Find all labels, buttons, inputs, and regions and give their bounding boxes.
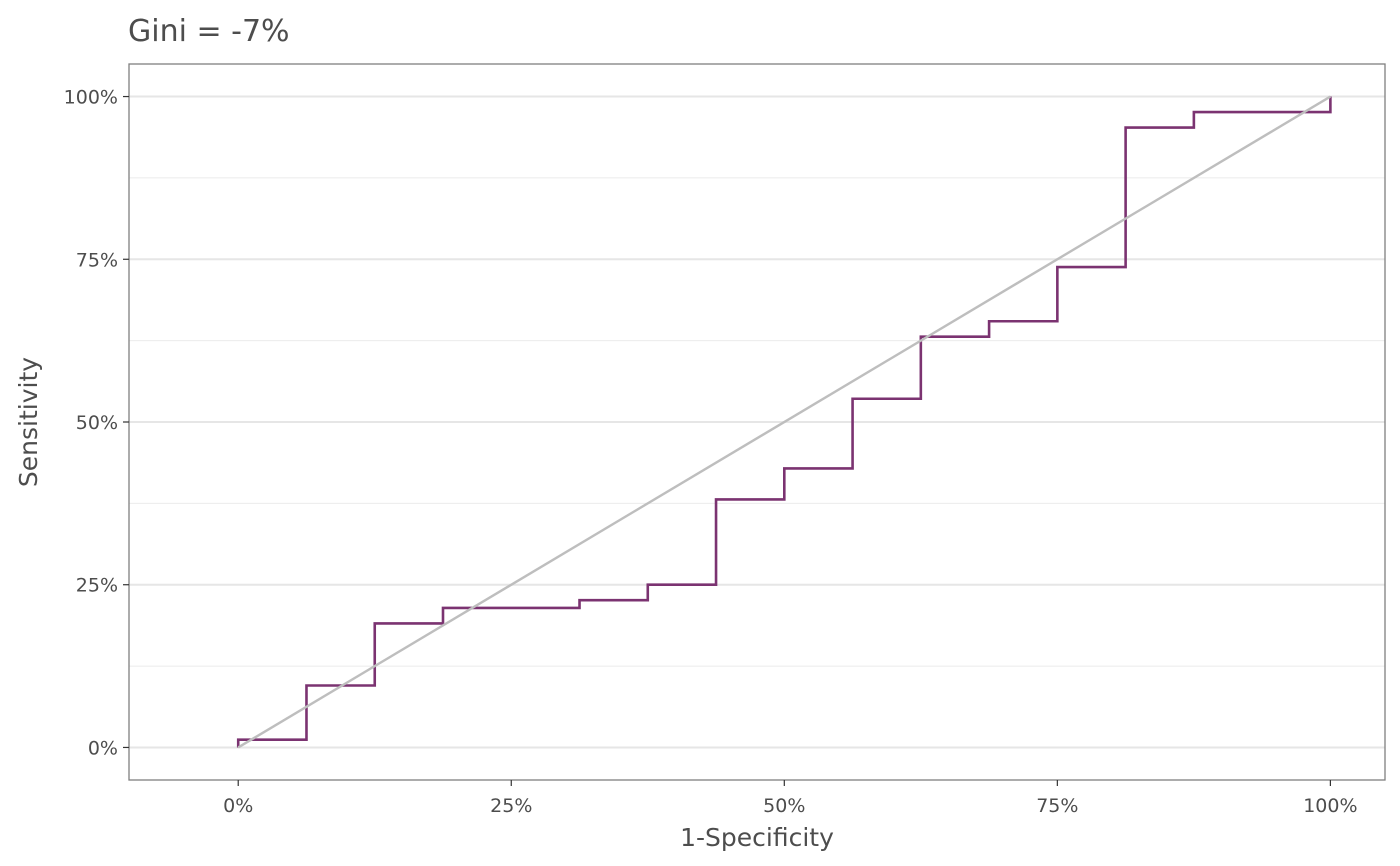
y-axis: 0% 25% 50% 75% 100% (64, 87, 129, 759)
y-tick-label: 25% (76, 575, 118, 597)
y-tick-label: 50% (76, 412, 118, 434)
reference-diagonal (237, 95, 1332, 749)
y-tick-label: 75% (76, 249, 118, 271)
x-axis: 0% 25% 50% 75% 100% (223, 780, 1358, 817)
x-tick-label: 100% (1303, 795, 1357, 817)
roc-curve (236, 96, 1332, 748)
grid-lines (129, 95, 1385, 749)
x-tick-label: 0% (223, 795, 253, 817)
x-axis-title: 1-Specificity (680, 823, 834, 852)
x-tick-label: 50% (763, 795, 805, 817)
y-axis-title: Sensitivity (14, 357, 43, 487)
x-tick-label: 25% (490, 795, 532, 817)
y-tick-label: 100% (64, 87, 118, 109)
chart-title: Gini = -7% (128, 14, 290, 49)
y-tick-label: 0% (88, 737, 118, 759)
x-tick-label: 75% (1036, 795, 1078, 817)
series-layer (236, 95, 1332, 749)
